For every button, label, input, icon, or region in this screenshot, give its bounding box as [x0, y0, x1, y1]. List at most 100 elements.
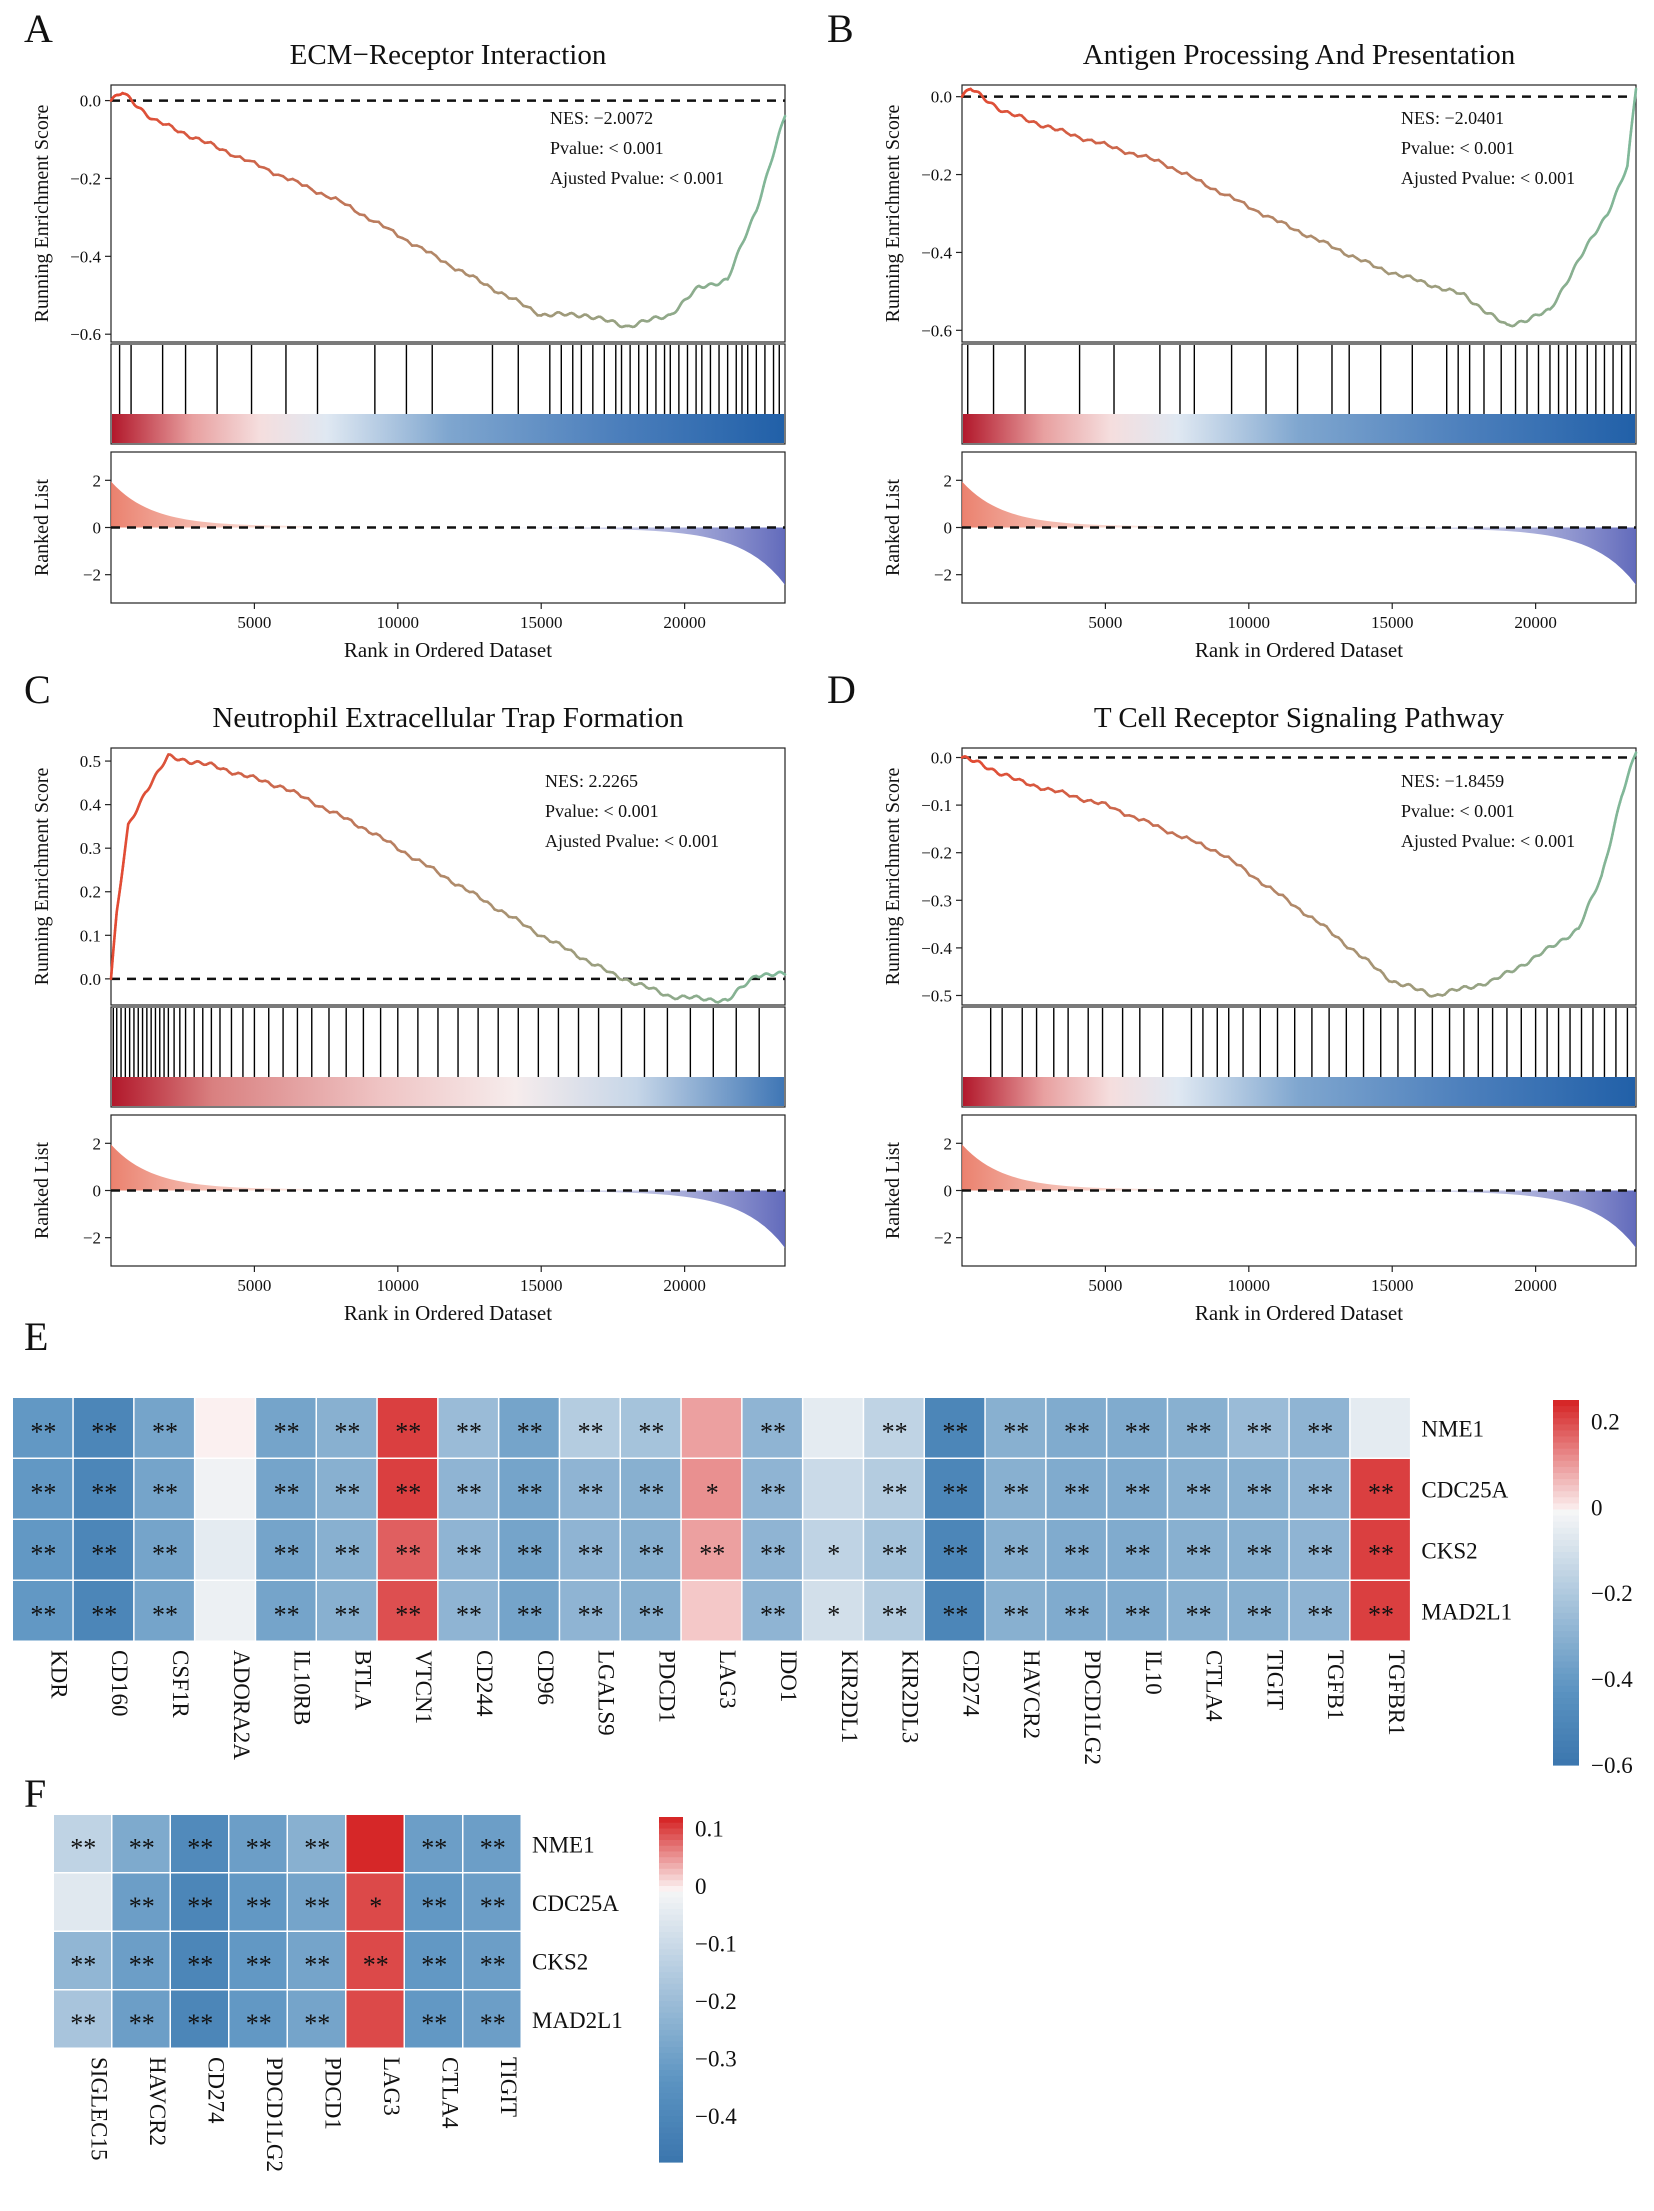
significance-mark: **	[421, 2009, 447, 2038]
significance-mark: **	[91, 1418, 117, 1447]
heatmap-cell	[288, 1990, 345, 2048]
significance-mark: **	[1125, 1418, 1151, 1447]
x-tick-label: 5000	[237, 613, 271, 632]
heatmap-cell	[1107, 1459, 1167, 1519]
heatmap-cell	[229, 1990, 287, 2048]
significance-mark: **	[942, 1601, 968, 1630]
heatmap-cell	[1289, 1581, 1350, 1641]
heatmap-cell	[346, 1932, 404, 1989]
score-axes-frame	[110, 747, 786, 1006]
colorbar-step	[659, 1920, 683, 1927]
significance-mark: **	[882, 1601, 908, 1630]
heatmap-cell	[1350, 1520, 1410, 1580]
score-axes-frame	[110, 84, 786, 343]
colorbar-step	[659, 2127, 683, 2134]
row-label: MAD2L1	[1421, 1600, 1512, 1625]
y-tick-label: 0.0	[931, 88, 952, 107]
significance-mark: **	[246, 2009, 272, 2038]
heatmap-cell	[560, 1459, 620, 1519]
x-axis-label: Rank in Ordered Dataset	[1195, 638, 1403, 662]
colorbar-step	[659, 2070, 683, 2077]
heatmap-cell	[317, 1520, 377, 1580]
column-label: CD160	[107, 1650, 132, 1716]
colorbar-step	[1553, 1460, 1579, 1468]
stat-text: Ajusted Pvalue: < 0.001	[545, 831, 719, 851]
colorbar-tick-label: 0.1	[695, 1817, 724, 1842]
heatmap-cell	[499, 1398, 559, 1458]
column-label: HAVCR2	[145, 2057, 170, 2146]
row-label: CDC25A	[1421, 1478, 1508, 1503]
y-axis-label: Running Enrichment Score	[31, 768, 53, 986]
heatmap-cell	[377, 1581, 438, 1641]
heatmap-cell	[681, 1520, 742, 1580]
panel-letter: A	[24, 6, 53, 51]
colorbar-step	[659, 1914, 683, 1922]
ranked-list-label: Ranked List	[31, 1141, 53, 1239]
significance-mark: **	[395, 1601, 421, 1630]
colorbar-step	[1553, 1594, 1579, 1602]
colorbar-step	[1553, 1619, 1579, 1626]
y-tick-label: −0.2	[70, 169, 101, 188]
ranked-negative-area	[512, 527, 785, 585]
y-tick-label: −0.6	[921, 321, 952, 340]
gsea-panel-D: D T Cell Receptor Signaling Pathway 0.0 −0.…	[827, 667, 1638, 1325]
significance-mark: **	[91, 1479, 117, 1508]
colorbar-step	[659, 2029, 683, 2037]
heatmap-cell	[1350, 1459, 1410, 1519]
rank-y-tick-label: −2	[83, 1229, 101, 1248]
heatmap-cell	[742, 1520, 802, 1580]
colorbar-step	[1553, 1643, 1579, 1651]
column-label: VTCN1	[411, 1650, 436, 1724]
significance-mark: **	[456, 1479, 482, 1508]
heatmap-cell	[864, 1520, 924, 1580]
significance-mark: **	[942, 1540, 968, 1569]
x-tick-label: 5000	[237, 1276, 271, 1295]
colorbar-step	[1553, 1509, 1579, 1517]
heatmap-cell	[621, 1398, 681, 1458]
colorbar-step	[659, 1937, 683, 1945]
heatmap-cell	[134, 1459, 194, 1519]
heatmap-cell	[621, 1459, 681, 1519]
x-tick-label: 20000	[663, 613, 706, 632]
stat-text: NES: −2.0072	[550, 108, 653, 128]
row-label: CKS2	[532, 1949, 588, 1974]
colorbar-step	[659, 1983, 683, 1991]
x-tick-label: 10000	[377, 1276, 420, 1295]
heatmap-cell	[13, 1459, 73, 1519]
panel-letter: B	[827, 6, 854, 51]
column-label: KIR2DL3	[898, 1650, 923, 1743]
colorbar-step	[659, 1972, 683, 1979]
heatmap-panel-E: E** ** ** ** ** ** ** ** ** ** ** ** ** ** ** ** ** ** ***…	[13, 1314, 1633, 1778]
column-label: KIR2DL1	[837, 1650, 862, 1743]
y-tick-label: 0.3	[80, 839, 101, 858]
heatmap-cell	[803, 1398, 863, 1458]
colorbar-step	[659, 2116, 683, 2123]
heatmap-cell	[1168, 1398, 1228, 1458]
ranked-negative-area	[1363, 527, 1636, 585]
heatmap-cell	[346, 1873, 404, 1931]
colorbar-step	[659, 2110, 683, 2117]
heatmap-cell	[925, 1459, 985, 1519]
significance-mark: **	[480, 1950, 506, 1979]
heatmap-cell	[346, 1815, 404, 1872]
heatmap-cell	[54, 1873, 111, 1931]
heatmap-cell	[621, 1581, 681, 1641]
significance-mark: **	[91, 1540, 117, 1569]
significance-mark: **	[1125, 1601, 1151, 1630]
colorbar-tick-label: −0.4	[695, 2104, 737, 2129]
heatmap-cell	[13, 1520, 73, 1580]
x-tick-label: 15000	[520, 1276, 563, 1295]
significance-mark: **	[246, 1950, 272, 1979]
colorbar-step	[659, 1995, 683, 2002]
heatmap-cell	[803, 1459, 863, 1519]
running-score-segment	[782, 114, 787, 121]
y-tick-label: 0.5	[80, 752, 101, 771]
significance-mark: **	[274, 1601, 300, 1630]
colorbar-step	[659, 1903, 683, 1910]
column-label: CTLA4	[437, 2057, 462, 2129]
score-axes-frame	[961, 747, 1637, 1006]
colorbar-step	[1553, 1466, 1579, 1474]
colorbar-step	[1553, 1424, 1579, 1432]
colorbar-step	[659, 2087, 683, 2094]
significance-mark: **	[129, 1950, 155, 1979]
